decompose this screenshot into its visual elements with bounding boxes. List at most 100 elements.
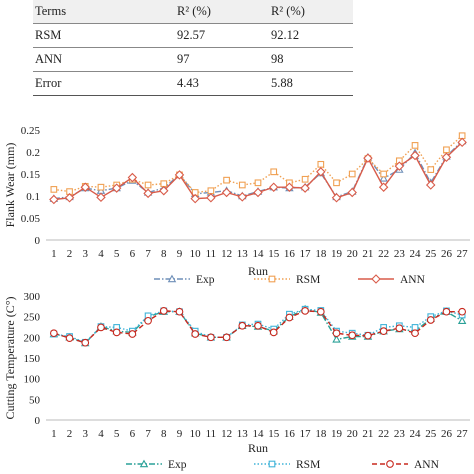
data-point — [223, 176, 230, 184]
y-tick-label: 50 — [29, 394, 41, 406]
data-point — [410, 150, 420, 161]
data-point — [379, 173, 388, 182]
x-tick-label: 9 — [177, 248, 183, 260]
x-tick-label: 21 — [362, 248, 373, 260]
data-point — [347, 187, 357, 198]
data-point — [128, 330, 137, 338]
x-tick-label: 3 — [83, 428, 89, 440]
data-point — [285, 313, 294, 322]
data-point — [332, 329, 341, 338]
legend-label: ANN — [400, 274, 426, 286]
y-tick-label: 0.2 — [26, 147, 40, 159]
data-point — [301, 175, 309, 183]
data-point — [457, 137, 467, 148]
legend-label: Exp — [168, 459, 187, 471]
x-tick-label: 26 — [441, 248, 453, 260]
legend-item-ann: ANN — [372, 459, 440, 471]
data-point — [50, 329, 58, 338]
table-cell: ANN — [33, 47, 175, 72]
data-point — [159, 307, 168, 315]
table-row: RSM 92.57 92.12 — [33, 23, 353, 48]
data-point — [253, 187, 263, 198]
series-ann — [49, 137, 467, 205]
x-tick-label: 17 — [300, 428, 312, 440]
data-point — [206, 193, 216, 203]
data-point — [316, 307, 325, 316]
data-point — [97, 183, 105, 191]
legend-label: RSM — [296, 274, 320, 286]
y-tick-label: 300 — [24, 291, 41, 303]
y-tick-label: 100 — [24, 374, 41, 386]
table-header-cell: R² (%) — [175, 0, 269, 24]
data-point — [364, 331, 372, 340]
table-header-cell: R² (%) — [269, 0, 353, 24]
x-tick-label: 15 — [268, 248, 280, 260]
y-tick-label: 0 — [35, 235, 41, 247]
y-tick-label: 250 — [24, 312, 41, 324]
data-point — [378, 182, 389, 192]
data-point — [237, 192, 248, 202]
legend-label: ANN — [414, 459, 440, 471]
y-tick-label: 0.05 — [21, 213, 41, 225]
data-point — [207, 187, 215, 195]
x-tick-label: 25 — [425, 248, 437, 260]
data-point — [207, 333, 215, 342]
table-header-row: Terms R² (%) R² (%) — [33, 0, 353, 24]
data-point — [222, 333, 231, 342]
data-point — [269, 328, 278, 337]
data-point — [144, 316, 152, 325]
data-point — [80, 182, 90, 192]
data-point — [50, 186, 58, 193]
x-tick-label: 25 — [425, 428, 437, 440]
data-point — [380, 170, 387, 178]
data-point — [144, 181, 152, 189]
x-tick-label: 19 — [331, 428, 343, 440]
x-tick-label: 1 — [51, 248, 57, 260]
x-tick-label: 14 — [253, 428, 265, 440]
x-axis-title: Run — [248, 441, 268, 455]
data-point — [333, 179, 340, 187]
table-header-cell: Terms — [33, 0, 175, 24]
data-point — [427, 166, 435, 173]
data-point — [64, 193, 75, 203]
data-point — [411, 142, 419, 149]
table-cell: 92.57 — [175, 23, 269, 48]
data-point — [426, 316, 435, 324]
y-axis-title: Cutting Temperature (C°) — [3, 296, 17, 419]
data-point — [65, 334, 74, 343]
data-point — [284, 182, 295, 192]
x-tick-label: 13 — [237, 428, 249, 440]
x-tick-label: 9 — [177, 428, 183, 440]
data-point — [458, 307, 466, 316]
data-point — [300, 183, 310, 193]
legend-item-exp: Exp — [154, 274, 215, 286]
x-tick-label: 10 — [190, 428, 202, 440]
x-tick-label: 22 — [378, 248, 389, 260]
data-point — [394, 161, 405, 171]
x-tick-label: 16 — [284, 248, 296, 260]
x-tick-label: 20 — [347, 428, 359, 440]
x-tick-label: 2 — [67, 428, 73, 440]
data-point — [159, 185, 169, 196]
data-point — [81, 338, 90, 347]
x-tick-label: 22 — [378, 428, 389, 440]
legend-marker — [268, 275, 276, 283]
legend-item-rsm: RSM — [254, 274, 320, 286]
data-point — [254, 321, 262, 330]
x-tick-label: 12 — [221, 428, 232, 440]
series-ann — [50, 307, 466, 347]
data-point — [174, 170, 185, 180]
x-tick-label: 26 — [441, 428, 453, 440]
y-tick-label: 200 — [24, 332, 41, 344]
x-tick-label: 4 — [98, 248, 104, 260]
data-point — [457, 316, 467, 324]
legend-label: RSM — [296, 459, 320, 471]
legend-item-ann: ANN — [358, 274, 426, 286]
data-point — [442, 307, 451, 316]
data-point — [160, 180, 168, 188]
table-cell: Error — [33, 71, 175, 96]
data-point — [127, 172, 138, 183]
y-tick-label: 0.15 — [21, 169, 41, 181]
x-tick-label: 1 — [51, 428, 57, 440]
